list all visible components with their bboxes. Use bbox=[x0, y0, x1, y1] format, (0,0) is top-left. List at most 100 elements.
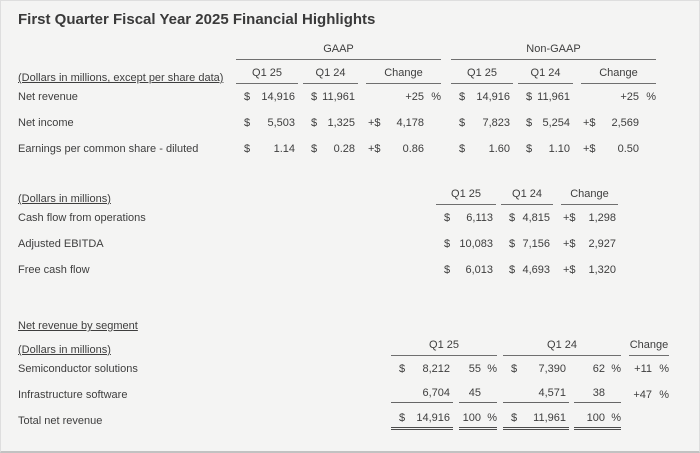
table-row-adjusted-ebitda: Adjusted EBITDA $10,083 $7,156 +$ 2,927 bbox=[18, 231, 682, 257]
percent-sign: % bbox=[659, 363, 669, 375]
percent-sign: % bbox=[487, 363, 497, 375]
col-header-segment-q1-25: Q1 25 bbox=[391, 339, 497, 356]
table-row-cash-flow-operations: Cash flow from operations $6,113 $4,815 … bbox=[18, 205, 682, 231]
percent-sign: % bbox=[659, 389, 669, 401]
percent-sign bbox=[426, 143, 441, 155]
col-header-non-gaap-q1-25: Q1 25 bbox=[451, 67, 513, 84]
change-value: 0.50 bbox=[617, 143, 639, 155]
change-value: +25 bbox=[405, 91, 424, 103]
cell-value: 0.28 bbox=[333, 143, 355, 155]
dollar-sign: $ bbox=[526, 143, 533, 155]
row-label: Free cash flow bbox=[18, 264, 90, 276]
table-row-net-revenue: Net revenue $14,916 $11,961 +25% $14,916… bbox=[18, 84, 682, 110]
change-prefix bbox=[366, 91, 388, 103]
percent-sign bbox=[481, 387, 497, 399]
percent-share: 62 bbox=[592, 363, 605, 375]
change-prefix: +$ bbox=[368, 143, 381, 155]
cashflow-column-header-row: (Dollars in millions) Q1 25 Q1 24 Change bbox=[18, 188, 682, 205]
dollar-sign: $ bbox=[244, 91, 251, 103]
row-label: Infrastructure software bbox=[18, 389, 128, 401]
table-row-free-cash-flow: Free cash flow $6,013 $4,693 +$ 1,320 bbox=[18, 257, 682, 283]
col-header-q1-25: Q1 25 bbox=[436, 188, 496, 205]
cell-value: 4,571 bbox=[538, 387, 566, 399]
dollar-sign: $ bbox=[459, 91, 466, 103]
dollar-sign: $ bbox=[511, 363, 518, 375]
change-prefix: +$ bbox=[563, 264, 576, 276]
dollar-sign: $ bbox=[444, 264, 451, 276]
dollar-sign: $ bbox=[509, 264, 516, 276]
cell-value: 11,961 bbox=[537, 91, 570, 103]
percent-sign: % bbox=[431, 91, 441, 103]
dollar-sign: $ bbox=[526, 91, 533, 103]
percent-share: 38 bbox=[592, 387, 605, 399]
dollar-sign: $ bbox=[444, 238, 451, 250]
dollar-sign: $ bbox=[244, 143, 251, 155]
segment-note: (Dollars in millions) bbox=[18, 344, 111, 356]
change-value: 0.86 bbox=[402, 143, 424, 155]
row-label: Net income bbox=[18, 117, 74, 129]
cell-value: 8,212 bbox=[422, 363, 450, 375]
cell-value: 6,113 bbox=[466, 212, 493, 224]
table-row-semiconductor-solutions: Semiconductor solutions $8,212 55% $7,39… bbox=[18, 356, 682, 382]
change-prefix bbox=[581, 91, 603, 103]
percent-sign bbox=[641, 117, 656, 129]
col-header-segment-change: Change bbox=[629, 339, 669, 356]
row-label: Cash flow from operations bbox=[18, 212, 146, 224]
col-header-gaap-q1-24: Q1 24 bbox=[303, 67, 358, 84]
non-gaap-group-header: Non-GAAP bbox=[451, 43, 656, 60]
change-value: 1,298 bbox=[588, 212, 616, 224]
cell-value: 14,916 bbox=[261, 91, 295, 103]
cell-value: 5,254 bbox=[542, 117, 570, 129]
change-prefix: +$ bbox=[563, 238, 576, 250]
percent-share: 55 bbox=[468, 363, 481, 375]
dollar-sign: $ bbox=[459, 117, 466, 129]
table-row-eps-diluted: Earnings per common share - diluted $1.1… bbox=[18, 136, 682, 162]
percent-sign: % bbox=[487, 412, 497, 424]
change-value: 2,569 bbox=[611, 117, 639, 129]
row-label: Total net revenue bbox=[18, 415, 103, 427]
change-prefix: +$ bbox=[563, 212, 576, 224]
col-header-change: Change bbox=[561, 188, 618, 205]
col-header-q1-24: Q1 24 bbox=[501, 188, 553, 205]
cell-value: 5,503 bbox=[267, 117, 295, 129]
dollar-sign bbox=[391, 387, 399, 399]
cell-value: 7,156 bbox=[522, 238, 550, 250]
row-label: Net revenue bbox=[18, 91, 78, 103]
percent-share: 100 bbox=[586, 412, 605, 424]
percent-sign bbox=[426, 117, 441, 129]
consolidated-column-header-row: (Dollars in millions, except per share d… bbox=[18, 67, 682, 84]
change-value: 1,320 bbox=[588, 264, 616, 276]
change-value: +11 bbox=[634, 363, 652, 375]
segment-column-header-row: (Dollars in millions) Q1 25 Q1 24 Change bbox=[18, 339, 682, 356]
change-prefix: +$ bbox=[583, 143, 596, 155]
dollar-sign: $ bbox=[311, 91, 318, 103]
cell-value: 4,815 bbox=[522, 212, 550, 224]
percent-sign bbox=[641, 143, 656, 155]
dollar-sign: $ bbox=[459, 143, 466, 155]
change-value: +25 bbox=[620, 91, 639, 103]
change-prefix: +$ bbox=[368, 117, 381, 129]
dollar-sign: $ bbox=[399, 363, 406, 375]
page-title: First Quarter Fiscal Year 2025 Financial… bbox=[18, 11, 376, 28]
change-value: +47 bbox=[633, 389, 652, 401]
cashflow-note: (Dollars in millions) bbox=[18, 193, 111, 205]
dollar-sign: $ bbox=[511, 412, 518, 424]
dollar-sign: $ bbox=[444, 212, 451, 224]
dollar-sign: $ bbox=[244, 117, 251, 129]
dollar-sign: $ bbox=[509, 212, 516, 224]
cell-value: 10,083 bbox=[459, 238, 493, 250]
table-row-infrastructure-software: Infrastructure software 6,704 45 4,571 3… bbox=[18, 382, 682, 408]
gaap-group-header: GAAP bbox=[236, 43, 441, 60]
row-label: Earnings per common share - diluted bbox=[18, 143, 199, 155]
cell-value: 6,013 bbox=[465, 264, 493, 276]
col-header-gaap-q1-25: Q1 25 bbox=[236, 67, 298, 84]
consolidated-group-header-row: GAAP Non-GAAP bbox=[18, 43, 682, 60]
cell-value: 1.14 bbox=[273, 143, 295, 155]
table-row-net-income: Net income $5,503 $1,325 +$ 4,178 $7,823 … bbox=[18, 110, 682, 136]
row-label: Semiconductor solutions bbox=[18, 363, 138, 375]
cell-value: 11,961 bbox=[322, 91, 355, 103]
cell-value: 14,916 bbox=[416, 412, 450, 424]
table-row-total-net-revenue: Total net revenue $14,916 100% $11,961 1… bbox=[18, 408, 682, 434]
col-header-gaap-change: Change bbox=[366, 67, 441, 84]
